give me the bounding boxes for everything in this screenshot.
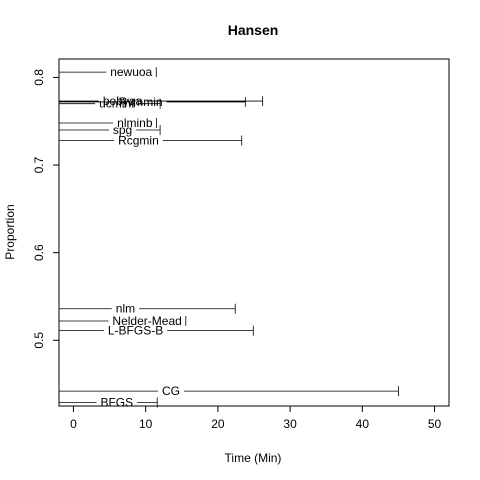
series-label: BFGS — [100, 395, 133, 409]
x-tick-label: 50 — [428, 417, 442, 431]
series-item: spg — [59, 123, 161, 137]
series-label: spg — [113, 123, 132, 137]
series-item: L-BFGS-B — [59, 324, 254, 338]
series-item: BFGS — [59, 395, 158, 409]
series-item: newuoa — [59, 65, 157, 79]
y-tick-label: 0.8 — [32, 69, 46, 86]
x-tick-label: 10 — [139, 417, 153, 431]
series-label: Rvmmin — [119, 95, 163, 109]
series-label: ucminf — [99, 97, 135, 111]
x-axis-label: Time (Min) — [225, 451, 282, 465]
chart-title: Hansen — [228, 22, 279, 38]
plot-area — [58, 58, 450, 407]
series-item: CG — [59, 384, 399, 398]
series-label: nlm — [116, 302, 135, 316]
series-item: Rcgmin — [59, 133, 243, 147]
y-tick-label: 0.5 — [32, 332, 46, 349]
x-tick-label: 30 — [283, 417, 297, 431]
x-tick-label: 40 — [356, 417, 370, 431]
series-label: L-BFGS-B — [108, 324, 163, 338]
x-tick-label: 0 — [70, 417, 77, 431]
series-item: Rvmmin — [59, 95, 246, 109]
series-label: newuoa — [110, 65, 152, 79]
y-axis: 0.5 0.6 0.7 0.8 — [32, 69, 59, 349]
series-label: CG — [162, 384, 180, 398]
y-tick-label: 0.7 — [32, 156, 46, 173]
series-label: nlminb — [117, 116, 153, 130]
series-item: Nelder-Mead — [59, 314, 187, 328]
series-label: Nelder-Mead — [112, 314, 181, 328]
y-axis-label: Proportion — [3, 204, 17, 259]
series-item: bobyqa — [59, 94, 264, 108]
series-label: Rcgmin — [118, 133, 159, 147]
series-item: ucminf — [59, 97, 161, 111]
x-tick-label: 20 — [211, 417, 225, 431]
y-tick-label: 0.6 — [32, 244, 46, 261]
series-item: nlminb — [59, 116, 157, 130]
series-label: bobyqa — [103, 94, 143, 108]
series-item: nlm — [59, 302, 236, 316]
x-axis: 0 10 20 30 40 50 — [70, 406, 442, 431]
